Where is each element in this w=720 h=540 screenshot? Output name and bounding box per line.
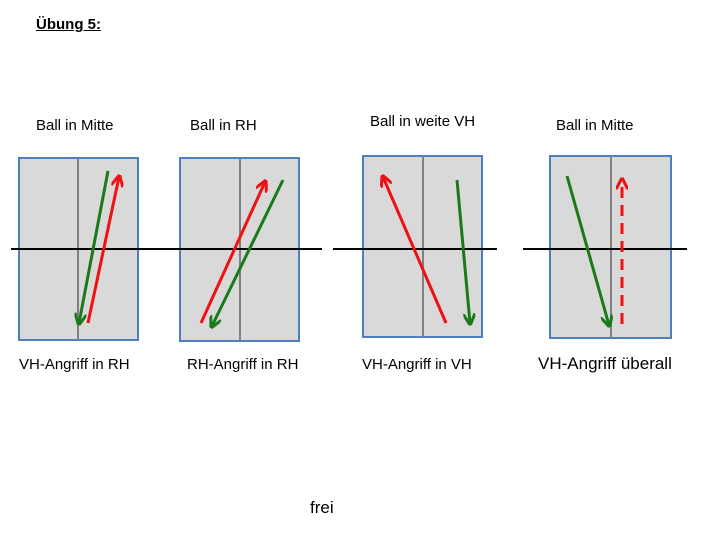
drill-1-green-arrow — [79, 170, 110, 323]
drill-4-bottom-label: VH-Angriff überall — [538, 354, 672, 373]
drill-4-green-arrow — [565, 175, 609, 325]
drill-2-top-label: Ball in RH — [190, 117, 257, 134]
drill-2-red-arrow — [199, 182, 265, 324]
exercise-title: Übung 5: — [36, 16, 101, 33]
drill-3-top-label: Ball in weite VH — [370, 113, 476, 130]
drill-2-green-arrow — [212, 179, 285, 326]
drill-1-red-arrow — [86, 177, 119, 324]
drill-3-red-arrow — [383, 177, 448, 324]
drill-1-bottom-label: VH-Angriff in RH — [19, 356, 130, 373]
drill-3-green-arrow — [455, 179, 470, 323]
drill-4-top-label: Ball in Mitte — [556, 117, 634, 134]
footer-text: frei — [310, 498, 334, 517]
drill-1-top-label: Ball in Mitte — [36, 117, 114, 134]
drill-2-bottom-label: RH-Angriff in RH — [187, 356, 299, 373]
drill-3-bottom-label: VH-Angriff in VH — [362, 356, 472, 373]
